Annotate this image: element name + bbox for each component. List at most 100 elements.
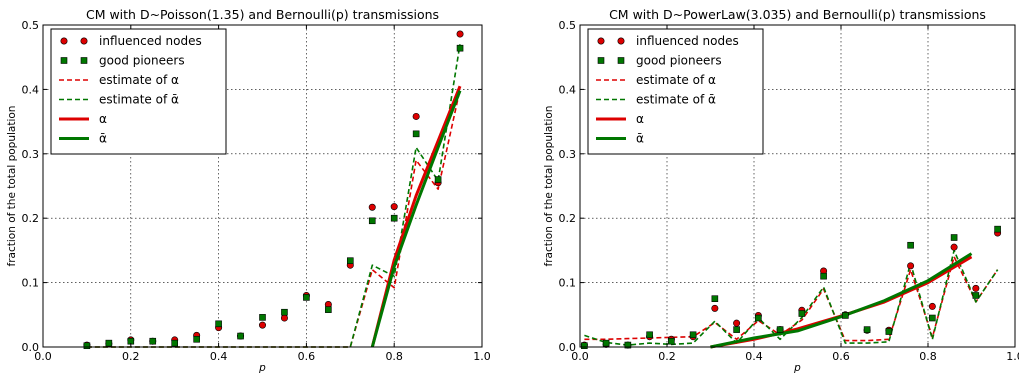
legend-label: estimate of α xyxy=(636,73,716,87)
y-tick-label: 0.1 xyxy=(22,277,40,290)
data-point-square xyxy=(193,335,200,343)
data-point-square xyxy=(237,332,244,340)
data-point-square xyxy=(149,337,157,345)
data-point-circle xyxy=(928,302,936,310)
legend-label: α xyxy=(99,112,107,126)
data-point-square xyxy=(171,339,178,347)
legend-label: estimate of ᾱ xyxy=(636,93,716,107)
legend-swatch-square xyxy=(80,57,88,64)
x-tick-label: 0.4 xyxy=(745,350,763,363)
y-tick-label: 0.0 xyxy=(559,341,577,354)
axes-frame xyxy=(579,24,1016,348)
y-tick-label: 0.5 xyxy=(559,19,577,32)
data-point-circle xyxy=(711,304,719,312)
x-tick-label: 1.0 xyxy=(473,350,491,363)
data-point-square xyxy=(83,342,91,350)
data-point-circle xyxy=(950,243,958,251)
data-point-square xyxy=(434,176,442,183)
data-point-square xyxy=(303,294,310,301)
y-tick-label: 0.5 xyxy=(22,19,40,32)
data-point-square xyxy=(624,341,632,349)
y-tick-label: 0.0 xyxy=(22,341,40,354)
series-line-solid-5 xyxy=(370,90,462,348)
chart-panel-2: 0.0 0.2 0.4 0.6 0.8 1.0 0.0 0.1 0.2 0.3 0.4 0.5 CM w… xyxy=(543,7,1019,373)
x-tick-label: 0.6 xyxy=(832,350,850,363)
legend-label: good pioneers xyxy=(99,54,185,68)
chart-title: CM with D~Poisson(1.35) and Bernoulli(p)… xyxy=(86,7,439,22)
data-point-square xyxy=(668,337,675,345)
series-line-dashed-3 xyxy=(584,249,999,346)
legend-item: estimate of α xyxy=(596,73,716,87)
y-axis-label: fraction of the total population xyxy=(543,106,555,267)
data-point-square xyxy=(456,44,464,52)
data-point-square xyxy=(215,320,222,328)
y-tick-label: 0.3 xyxy=(559,148,577,161)
data-point-square xyxy=(646,331,653,339)
x-tick-label: 0.2 xyxy=(658,350,676,363)
legend-box xyxy=(587,28,764,155)
data-point-square xyxy=(863,326,871,333)
axes-frame xyxy=(42,24,483,348)
legend-swatch-circle xyxy=(617,37,625,45)
x-tick-label: 1.0 xyxy=(1006,350,1019,363)
legend-item: good pioneers xyxy=(60,54,185,68)
x-tick-label: 0.2 xyxy=(122,350,140,363)
legend-item: α xyxy=(596,112,644,126)
legend-item: good pioneers xyxy=(597,54,722,68)
data-point-square xyxy=(689,331,697,339)
series-line-solid-5 xyxy=(710,252,973,349)
data-point-square xyxy=(994,225,1001,233)
data-point-square xyxy=(929,314,936,322)
data-point-square xyxy=(711,295,719,303)
data-point-square xyxy=(776,326,784,333)
data-point-circle xyxy=(733,319,741,327)
x-tick-label: 0.6 xyxy=(298,350,316,363)
y-tick-label: 0.2 xyxy=(559,212,577,225)
data-point-circle xyxy=(280,314,288,322)
y-tick-label: 0.4 xyxy=(22,83,40,96)
legend-item: influenced nodes xyxy=(60,34,202,48)
legend-box xyxy=(50,28,227,155)
data-point-square xyxy=(842,312,849,319)
legend-label: ᾱ xyxy=(636,132,644,146)
chart-title: CM with D~PowerLaw(3.035) and Bernoulli(… xyxy=(609,7,986,22)
data-point-square xyxy=(820,272,827,280)
x-axis-label: p xyxy=(793,362,801,373)
legend-swatch-square xyxy=(60,57,68,64)
legend-label: ᾱ xyxy=(99,132,107,146)
x-tick-label: 0.8 xyxy=(385,350,403,363)
x-tick-label: 0.0 xyxy=(571,350,589,363)
legend-item: ᾱ xyxy=(596,132,644,146)
data-point-square xyxy=(325,306,332,313)
data-point-circle xyxy=(258,321,266,329)
legend-label: estimate of α xyxy=(99,73,179,87)
data-point-square xyxy=(390,214,398,222)
data-point-square xyxy=(798,310,806,317)
legend-label: good pioneers xyxy=(636,54,722,68)
legend-item: influenced nodes xyxy=(597,34,739,48)
data-point-square xyxy=(972,292,980,299)
x-tick-label: 0.0 xyxy=(34,350,52,363)
legend-swatch-circle xyxy=(80,37,88,45)
legend-swatch-square xyxy=(597,57,605,64)
legend: influenced nodes good pioneers estimate of… xyxy=(50,28,227,155)
legend-swatch-square xyxy=(617,57,625,64)
data-point-square xyxy=(281,308,288,316)
data-point-square xyxy=(259,314,266,321)
legend-item: estimate of ᾱ xyxy=(59,93,179,107)
y-tick-label: 0.3 xyxy=(22,148,40,161)
legend-item: estimate of ᾱ xyxy=(596,93,716,107)
series-group xyxy=(580,225,1002,350)
data-point-circle xyxy=(412,112,420,120)
data-point-square xyxy=(346,257,354,265)
x-tick-label: 0.4 xyxy=(210,350,228,363)
legend-swatch-circle xyxy=(60,37,68,45)
data-point-circle xyxy=(390,203,398,211)
data-point-square xyxy=(733,326,740,333)
data-point-square xyxy=(105,339,113,347)
legend-item: ᾱ xyxy=(59,132,107,146)
data-point-square xyxy=(755,314,762,322)
legend-label: influenced nodes xyxy=(99,34,202,48)
y-tick-label: 0.1 xyxy=(559,277,577,290)
